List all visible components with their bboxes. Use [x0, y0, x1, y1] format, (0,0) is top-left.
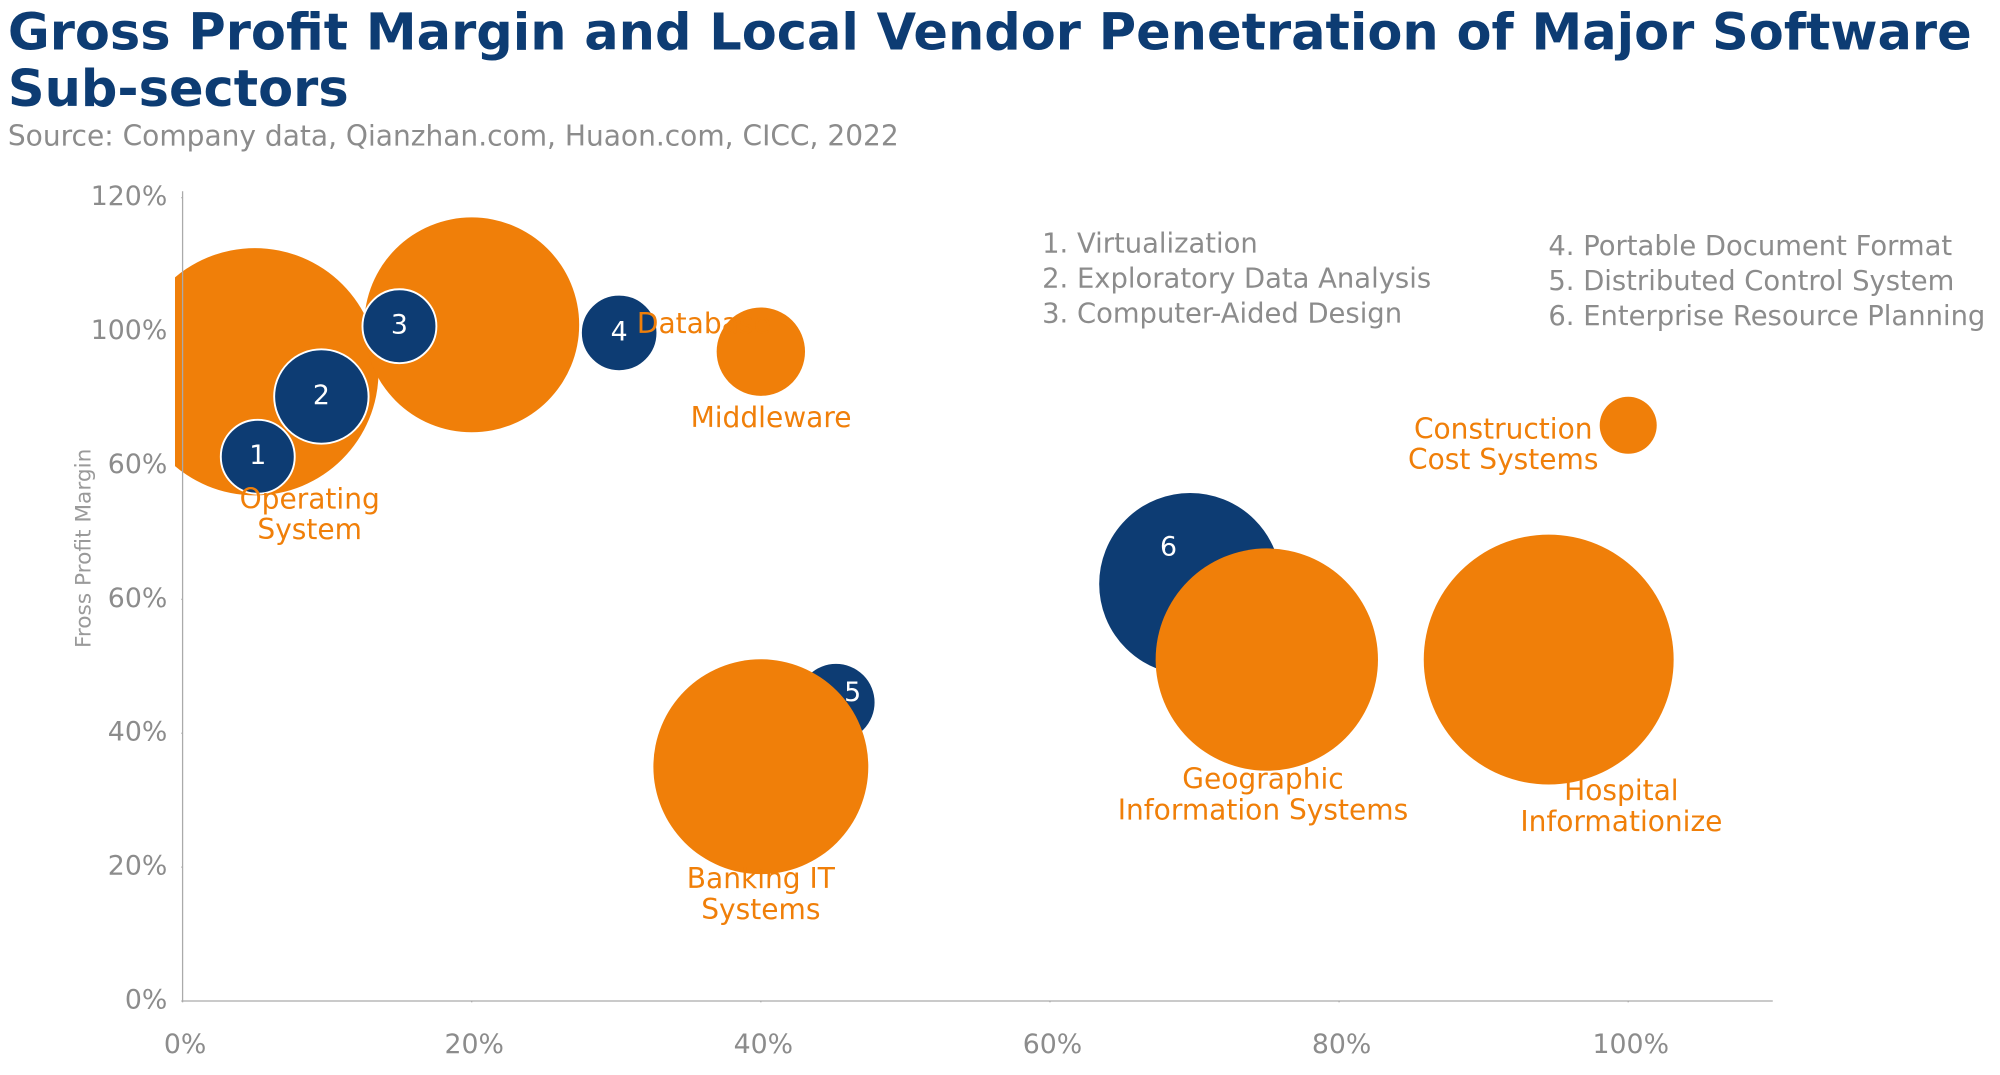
x-tick-label: 20%: [445, 1029, 504, 1060]
bubble-label: 5: [844, 677, 861, 708]
x-tick-label: 80%: [1312, 1029, 1371, 1060]
bubble: [653, 659, 869, 875]
bubble-label: Informationize: [1520, 805, 1722, 838]
legend-note: 1. Virtualization: [1042, 228, 1258, 259]
legend-note: 3. Computer-Aided Design: [1042, 298, 1402, 329]
legend-note: 5. Distributed Control System: [1548, 266, 1954, 297]
bubble: [579, 293, 659, 373]
bubble-label: 3: [391, 310, 408, 341]
chart-title-line: Sub-sectors: [8, 60, 349, 119]
legend-note: 4. Portable Document Format: [1548, 231, 1952, 262]
bubble-label: Systems: [701, 893, 820, 926]
bubbles: [174, 217, 1674, 875]
bubble: [1155, 548, 1378, 771]
y-tick-label: 60%: [108, 449, 168, 480]
bubble-label: Banking IT: [687, 862, 836, 895]
bubble-label: Operating: [240, 483, 380, 516]
bubble-label: Database: [637, 307, 771, 340]
x-tick-label: 60%: [1023, 1029, 1083, 1060]
bubble-label: System: [257, 513, 362, 546]
bubble: [361, 288, 438, 365]
bubble: [364, 217, 580, 433]
y-tick-label: 20%: [108, 851, 168, 882]
y-tick-label: 60%: [108, 583, 168, 614]
bubble-label: Information Systems: [1118, 793, 1408, 826]
bubble: [1599, 396, 1657, 454]
legend-note: 2. Exploratory Data Analysis: [1042, 263, 1431, 294]
x-tick-label: 40%: [734, 1029, 794, 1060]
chart-title: Gross Profit Margin and Local Vendor Pen…: [8, 4, 1972, 119]
y-tick-label: 0%: [125, 985, 167, 1016]
bubble-label: Middleware: [691, 401, 852, 434]
legend-note: 6. Enterprise Resource Planning: [1548, 301, 1985, 332]
bubble-label: 2: [313, 380, 330, 411]
y-axis-label: Fross Profit Margin: [71, 449, 96, 648]
bubble-label: 4: [611, 316, 628, 347]
bubble-label: 1: [249, 440, 266, 471]
bubble-label: Cost Systems: [1408, 443, 1598, 476]
y-tick-label: 40%: [108, 717, 168, 748]
bubble-label: Hospital: [1564, 774, 1678, 807]
bubble: [1423, 534, 1674, 785]
chart-subtitle: Source: Company data, Qianzhan.com, Huao…: [8, 120, 899, 153]
bubble-label: 6: [1160, 532, 1177, 563]
chart-title-line: Gross Profit Margin and Local Vendor Pen…: [8, 4, 1972, 63]
y-tick-label: 120%: [91, 181, 168, 212]
bubble: [716, 307, 806, 396]
x-tick-label: 0%: [164, 1029, 206, 1060]
y-tick-label: 100%: [91, 315, 168, 346]
bubble-label: Construction: [1414, 412, 1593, 445]
bubble: [273, 348, 370, 445]
bubble: [219, 418, 296, 495]
bubble-label: Geographic: [1182, 763, 1343, 796]
x-tick-label: 100%: [1592, 1029, 1669, 1060]
